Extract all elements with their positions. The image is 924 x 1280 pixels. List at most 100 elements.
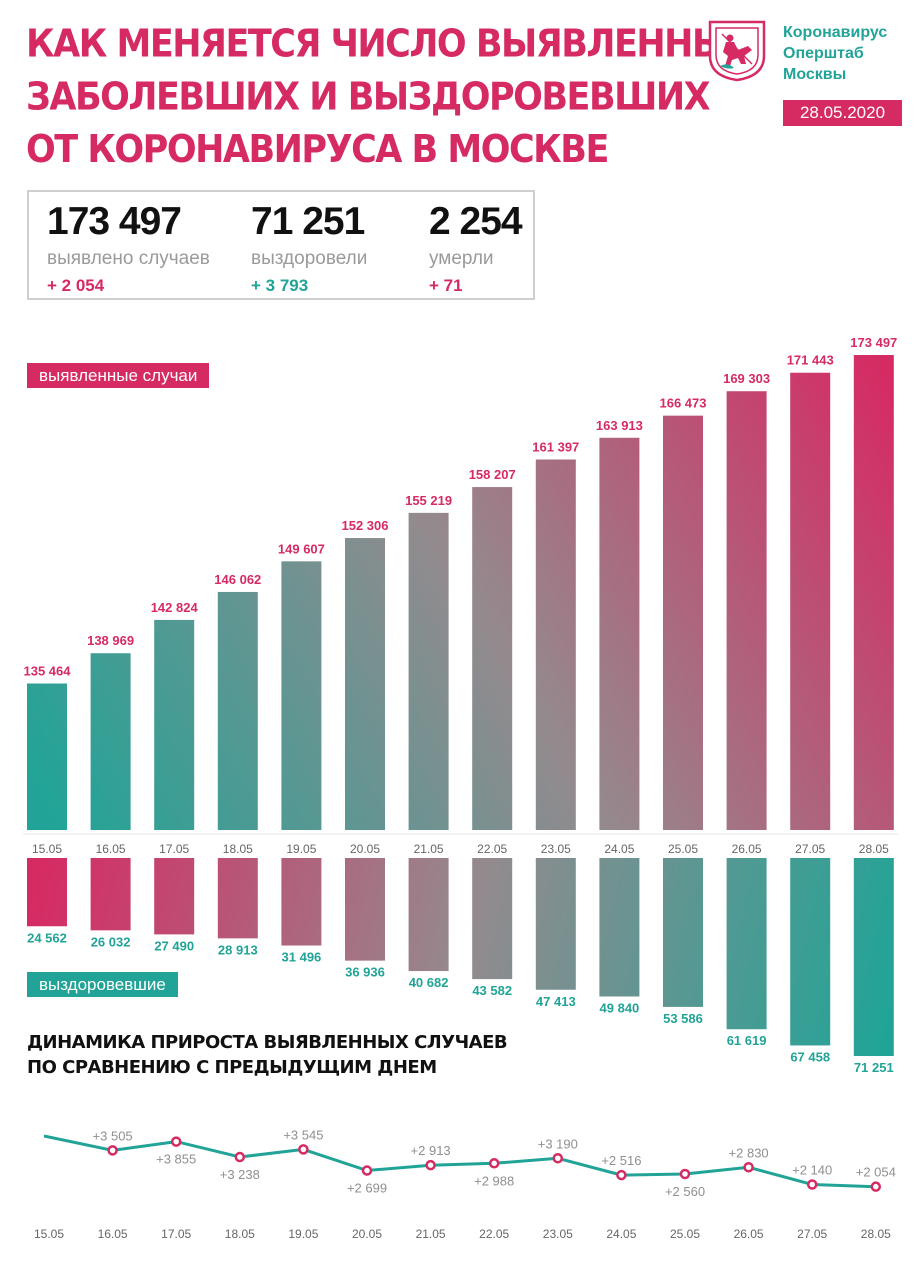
summary-value: 173 497 [47, 200, 182, 243]
legend-recovered: выздоровевшие [27, 972, 178, 997]
date-tick-label: 17.05 [159, 842, 189, 856]
date-tick-label: 23.05 [543, 1227, 573, 1241]
increment-label: +2 699 [347, 1181, 387, 1196]
bar-cases [90, 653, 131, 830]
date-tick-label: 16.05 [96, 842, 126, 856]
increment-point [234, 1151, 246, 1163]
bar-label-recovered: 43 582 [472, 983, 512, 998]
bar-label-recovered: 26 032 [91, 934, 131, 949]
bar-recovered [281, 858, 322, 946]
org-line: Оперштаб [783, 45, 864, 62]
bar-cases [472, 487, 513, 830]
date-tick-label: 20.05 [350, 842, 380, 856]
increment-label: +3 545 [283, 1127, 323, 1142]
increment-point [170, 1136, 182, 1147]
bar-recovered [345, 858, 385, 961]
bar-recovered [726, 858, 767, 1030]
date-tick-label: 15.05 [32, 842, 62, 856]
moscow-coat-of-arms-icon [708, 20, 766, 82]
summary-panel: 173 497 выявлено случаев + 2 054 71 251 … [27, 190, 535, 300]
increment-point [552, 1153, 564, 1164]
bar-recovered [154, 858, 195, 935]
bar-label-cases: 173 497 [850, 335, 897, 350]
summary-increment: + 71 [429, 276, 463, 295]
date-tick-label: 27.05 [797, 1227, 827, 1241]
bar-label-cases: 149 607 [278, 541, 325, 556]
bar-recovered [790, 858, 831, 1046]
bar-label-recovered: 49 840 [600, 1001, 640, 1016]
increment-label: +2 988 [474, 1173, 514, 1188]
date-tick-label: 25.05 [670, 1227, 700, 1241]
bar-cases [408, 512, 449, 830]
date-tick-label: 22.05 [479, 1227, 509, 1241]
increment-point [806, 1179, 818, 1190]
date-tick-label: 19.05 [288, 1227, 318, 1241]
bar-cases [663, 415, 703, 830]
subtitle-line: ПО СРАВНЕНИЮ С ПРЕДЫДУЩИМ ДНЕМ [27, 1057, 437, 1078]
bar-recovered [90, 858, 131, 931]
bar-cases [599, 437, 640, 830]
bar-label-recovered: 67 458 [790, 1049, 830, 1064]
summary-label: выявлено случаев [47, 248, 210, 269]
increment-label: +2 516 [601, 1153, 641, 1168]
date-tick-label: 24.05 [606, 1227, 636, 1241]
bar-label-recovered: 53 586 [663, 1011, 703, 1026]
bar-label-recovered: 61 619 [727, 1033, 767, 1048]
date-tick-label: 21.05 [414, 842, 444, 856]
increment-point [488, 1158, 500, 1169]
date-tick-label: 28.05 [859, 842, 889, 856]
increment-label: +2 830 [729, 1145, 769, 1160]
increment-label: +2 140 [792, 1163, 832, 1178]
bar-label-cases: 166 473 [660, 396, 707, 411]
subtitle-line: ДИНАМИКА ПРИРОСТА ВЫЯВЛЕННЫХ СЛУЧАЕВ [27, 1032, 508, 1053]
org-line: Коронавирус [783, 24, 888, 41]
summary-deaths: 2 254 умерли + 71 [429, 200, 523, 296]
title-line: ОТ КОРОНАВИРУСА В МОСКВЕ [26, 128, 609, 172]
bar-label-cases: 135 464 [24, 663, 72, 678]
bar-label-cases: 155 219 [405, 493, 452, 508]
bar-label-cases: 158 207 [469, 467, 516, 482]
bar-recovered [599, 858, 640, 997]
bar-cases [345, 538, 385, 830]
bar-recovered [472, 858, 513, 980]
bar-cases [853, 355, 894, 830]
summary-increment: + 2 054 [47, 276, 105, 295]
date-tick-label: 18.05 [225, 1227, 255, 1241]
date-tick-label: 20.05 [352, 1227, 382, 1241]
bar-label-cases: 138 969 [87, 633, 134, 648]
date-tick-label: 21.05 [416, 1227, 446, 1241]
bar-label-recovered: 71 251 [854, 1060, 894, 1075]
date-tick-label: 19.05 [286, 842, 316, 856]
bar-label-cases: 161 397 [532, 440, 579, 455]
title-line: ЗАБОЛЕВШИХ И ВЫЗДОРОВЕВШИХ [26, 75, 711, 120]
increment-label: +3 190 [538, 1136, 578, 1151]
bar-recovered [853, 858, 894, 1056]
bar-recovered [27, 858, 67, 927]
bar-label-cases: 142 824 [151, 600, 199, 615]
date-tick-label: 26.05 [732, 842, 762, 856]
bar-label-recovered: 27 490 [154, 938, 194, 953]
date-tick-label: 16.05 [98, 1227, 128, 1241]
increment-label: +3 238 [220, 1167, 260, 1182]
bar-label-recovered: 36 936 [345, 965, 385, 980]
date-tick-label: 23.05 [541, 842, 571, 856]
date-tick-label: 28.05 [861, 1227, 891, 1241]
bar-cases [535, 459, 576, 830]
increment-label: +3 505 [93, 1128, 133, 1143]
increment-point [361, 1165, 373, 1176]
line-chart-title: ДИНАМИКА ПРИРОСТА ВЫЯВЛЕННЫХ СЛУЧАЕВ ПО … [27, 1030, 508, 1080]
increment-point [870, 1181, 882, 1192]
bar-cases [154, 619, 195, 830]
date-tick-label: 24.05 [604, 842, 634, 856]
summary-cases: 173 497 выявлено случаев + 2 054 [47, 200, 210, 296]
date-tick-label: 17.05 [161, 1227, 191, 1241]
summary-value: 2 254 [429, 200, 523, 243]
summary-increment: + 3 793 [251, 276, 309, 295]
bar-label-cases: 163 913 [596, 418, 643, 433]
summary-label: выздоровели [251, 248, 368, 269]
increment-label: +2 560 [665, 1184, 705, 1199]
bar-label-recovered: 47 413 [536, 994, 576, 1009]
date-badge: 28.05.2020 [783, 100, 902, 126]
bar-label-cases: 169 303 [723, 371, 770, 386]
